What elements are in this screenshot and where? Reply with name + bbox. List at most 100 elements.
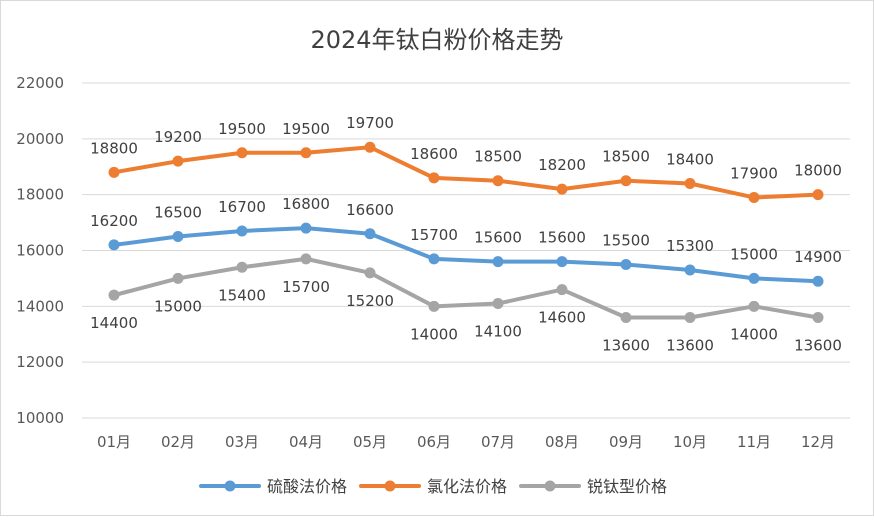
y-tick-label: 12000 [16, 353, 64, 371]
legend-marker [224, 480, 236, 492]
data-label: 15200 [346, 292, 394, 310]
data-point [236, 225, 248, 237]
data-labels: 16200 16500 16700 16800 16600 15700 15600 15600… [90, 114, 842, 354]
data-point [364, 228, 376, 240]
data-point [172, 231, 184, 243]
data-label: 14900 [794, 248, 842, 266]
data-point [492, 256, 504, 268]
data-label: 13600 [666, 337, 714, 355]
legend-label: 硫酸法价格 [267, 477, 347, 496]
data-label: 17900 [730, 164, 778, 182]
data-point [492, 298, 504, 310]
data-label: 18500 [602, 148, 650, 166]
data-label: 18400 [666, 151, 714, 169]
data-label: 18200 [538, 156, 586, 174]
data-label: 15000 [154, 297, 202, 315]
x-tick-label: 05月 [353, 433, 387, 451]
x-tick-label: 04月 [289, 433, 323, 451]
data-point [108, 289, 120, 301]
x-tick-label: 11月 [737, 433, 771, 451]
legend-label: 锐钛型价格 [587, 477, 667, 496]
x-tick-label: 12月 [801, 433, 835, 451]
y-tick-label: 22000 [16, 74, 64, 92]
data-label: 18500 [474, 148, 522, 166]
data-point [428, 253, 440, 265]
legend: 硫酸法价格 氯化法价格 锐钛型价格 [199, 477, 667, 496]
data-label: 15700 [282, 278, 330, 296]
data-label: 16600 [346, 201, 394, 219]
data-point [236, 147, 248, 159]
y-tick-label: 18000 [16, 186, 64, 204]
data-point [300, 222, 312, 234]
y-axis-ticks: 10000 12000 14000 16000 18000 20000 22000 [16, 74, 64, 427]
data-label: 16700 [218, 198, 266, 216]
data-point [172, 272, 184, 284]
data-point [620, 312, 632, 323]
data-point [748, 272, 760, 284]
y-tick-label: 20000 [16, 130, 64, 148]
data-point [748, 300, 760, 312]
data-label: 15600 [538, 229, 586, 247]
data-point [300, 147, 312, 159]
x-tick-label: 06月 [417, 433, 451, 451]
data-point [556, 183, 568, 195]
x-tick-label: 01月 [97, 433, 131, 451]
chart-title: 2024年钛白粉价格走势 [310, 26, 563, 54]
x-tick-label: 03月 [225, 433, 259, 451]
data-label: 19500 [218, 120, 266, 138]
y-tick-label: 16000 [16, 242, 64, 260]
data-label: 14400 [90, 314, 138, 332]
data-label: 15400 [218, 286, 266, 304]
data-point [748, 191, 760, 203]
series-line [112, 256, 820, 320]
data-point [556, 284, 568, 296]
data-label: 13600 [602, 337, 650, 355]
x-axis-ticks: 01月 02月 03月 04月 05月 06月 07月 08月 09月 10月 11月 12月 [97, 433, 835, 451]
data-label: 15500 [602, 231, 650, 249]
data-label: 15300 [666, 237, 714, 255]
data-point [172, 155, 184, 167]
data-point [108, 239, 120, 251]
data-label: 18800 [90, 139, 138, 157]
data-point [812, 189, 824, 201]
data-label: 13600 [794, 337, 842, 355]
data-point [108, 166, 120, 178]
data-label: 14000 [730, 325, 778, 343]
data-label: 19700 [346, 114, 394, 132]
x-tick-label: 10月 [673, 433, 707, 451]
x-tick-label: 02月 [161, 433, 195, 451]
data-label: 16200 [90, 212, 138, 230]
data-label: 14100 [474, 323, 522, 341]
data-label: 15000 [730, 245, 778, 263]
data-label: 18000 [794, 162, 842, 180]
y-tick-label: 10000 [16, 409, 64, 427]
data-point [236, 261, 248, 273]
legend-label: 氯化法价格 [427, 477, 507, 496]
data-point [620, 258, 632, 270]
series-line [112, 145, 820, 200]
data-point [364, 141, 376, 153]
data-label: 15700 [410, 226, 458, 244]
data-label: 15600 [474, 229, 522, 247]
series-layer [108, 141, 824, 323]
data-point [556, 256, 568, 268]
x-tick-label: 08月 [545, 433, 579, 451]
data-point [428, 172, 440, 184]
data-label: 16500 [154, 204, 202, 222]
data-point [300, 253, 312, 265]
data-label: 19500 [282, 120, 330, 138]
data-label: 14000 [410, 325, 458, 343]
data-point [684, 178, 696, 189]
legend-marker [384, 480, 396, 492]
data-point [684, 264, 696, 276]
data-label: 18600 [410, 145, 458, 163]
data-point [684, 312, 696, 323]
x-tick-label: 07月 [481, 433, 515, 451]
series-line [112, 226, 820, 284]
data-point [492, 175, 504, 187]
x-tick-label: 09月 [609, 433, 643, 451]
data-point [812, 312, 824, 323]
data-point [364, 267, 376, 279]
